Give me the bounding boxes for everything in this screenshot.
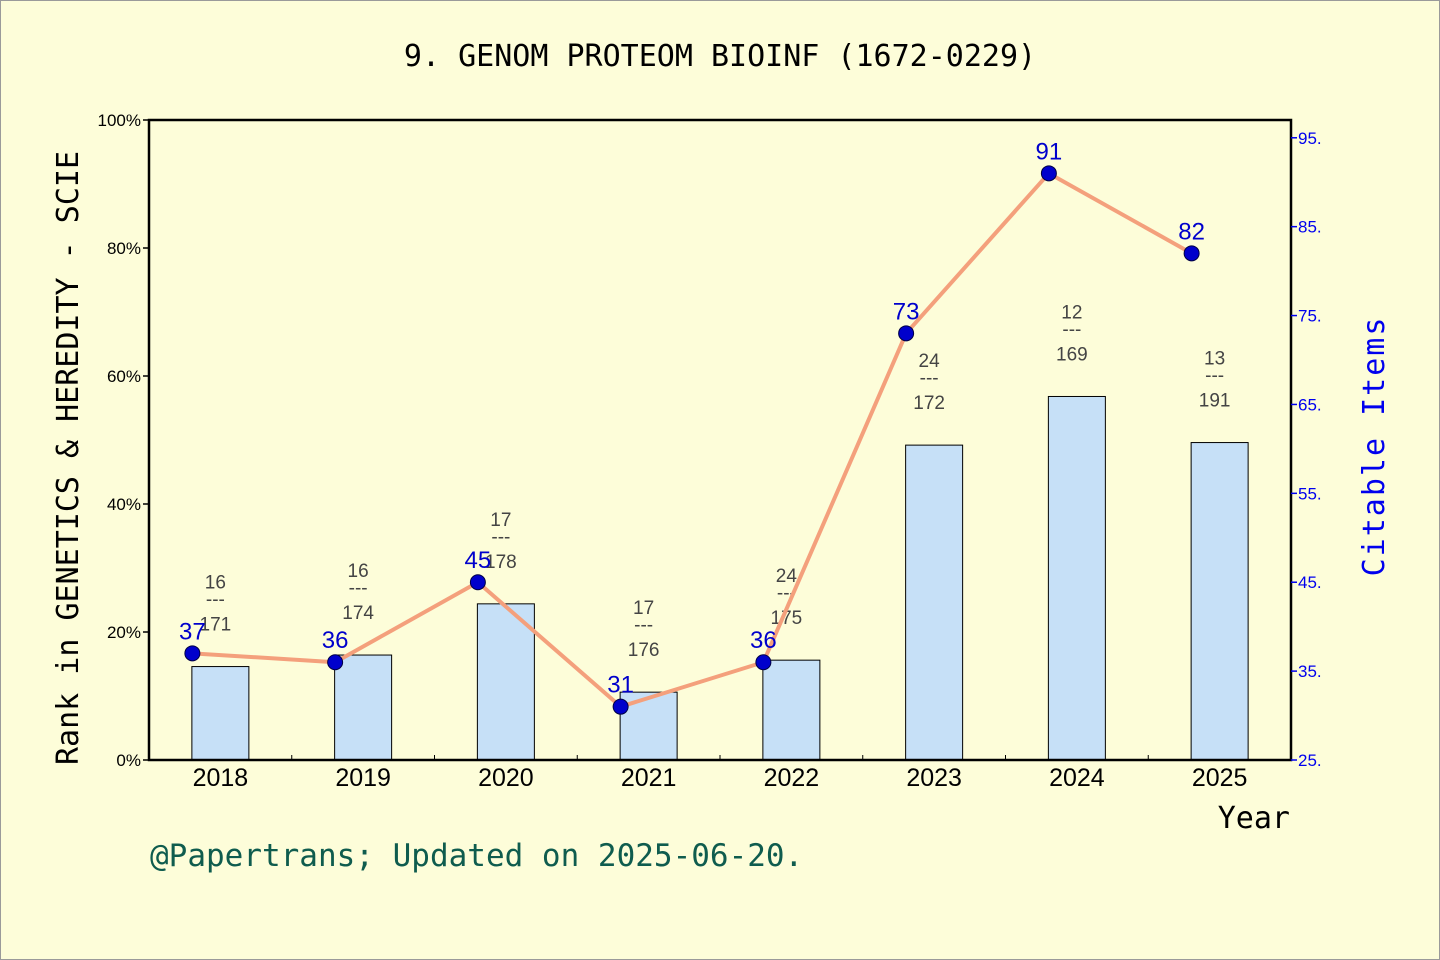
y2-tick-label: 55. bbox=[1298, 484, 1322, 503]
bar-label-separator: --- bbox=[1205, 366, 1224, 387]
line-point bbox=[755, 654, 772, 671]
line-point bbox=[1183, 245, 1200, 262]
bar bbox=[1047, 395, 1106, 761]
y2-tick-label: 85. bbox=[1298, 218, 1322, 237]
x-tick-label: 2019 bbox=[335, 764, 391, 792]
bars-group: 16---17116---17417---17817---17624---175… bbox=[191, 302, 1249, 761]
bar-label-denominator: 191 bbox=[1199, 391, 1231, 412]
y2-axis-label: Citable Items bbox=[1357, 316, 1392, 577]
y2-tick-label: 25. bbox=[1298, 751, 1322, 770]
bar-label-separator: --- bbox=[491, 527, 510, 548]
bar-label-numerator: 17 bbox=[633, 598, 654, 619]
line-point-label: 45 bbox=[465, 547, 492, 574]
x-tick-label: 2025 bbox=[1192, 764, 1248, 792]
y2-tick-label: 75. bbox=[1298, 307, 1322, 326]
bar bbox=[334, 654, 393, 761]
line-point-label: 36 bbox=[750, 627, 777, 654]
x-tick-label: 2024 bbox=[1049, 764, 1105, 792]
line-point-label: 91 bbox=[1036, 138, 1063, 165]
x-tick-label: 2018 bbox=[193, 764, 249, 792]
line-point-label: 73 bbox=[893, 298, 920, 325]
line-point-label: 82 bbox=[1178, 218, 1205, 245]
bar-label-denominator: 171 bbox=[200, 615, 232, 636]
y2-tick-label: 65. bbox=[1298, 395, 1322, 414]
line-point bbox=[469, 574, 486, 591]
y2-axis: 25. 35. 45. 55. 65. 75. 85. 95. bbox=[1291, 129, 1322, 770]
line-point-label: 31 bbox=[607, 672, 634, 699]
y-tick-label: 100% bbox=[98, 111, 141, 130]
y-tick-label: 80% bbox=[107, 239, 141, 258]
x-tick-label: 2022 bbox=[764, 764, 820, 792]
bar bbox=[762, 659, 821, 761]
bar bbox=[1190, 442, 1249, 761]
line-point bbox=[184, 645, 201, 662]
bar-label-denominator: 172 bbox=[913, 393, 945, 414]
bar-label-separator: --- bbox=[920, 368, 939, 389]
line-point-label: 37 bbox=[179, 618, 206, 645]
x-axis-label: Year bbox=[1218, 801, 1290, 836]
bar-label-separator: --- bbox=[206, 590, 225, 611]
bar-label-numerator: 12 bbox=[1061, 302, 1082, 323]
bar-label-separator: --- bbox=[1062, 319, 1081, 340]
y-tick-label: 20% bbox=[107, 623, 141, 642]
x-tick-label: 2020 bbox=[478, 764, 534, 792]
bar-label-denominator: 178 bbox=[485, 552, 517, 573]
bar-label-separator: --- bbox=[349, 578, 368, 599]
line-point bbox=[327, 654, 344, 671]
bar-label-numerator: 16 bbox=[348, 561, 369, 582]
plot-area-border bbox=[147, 118, 1293, 762]
line-point bbox=[1040, 165, 1057, 182]
line-point bbox=[612, 698, 629, 715]
bar-label-denominator: 174 bbox=[342, 603, 374, 624]
bar bbox=[905, 444, 964, 761]
bar bbox=[191, 666, 250, 761]
chart-title: 9. GENOM PROTEOM BIOINF (1672-0229) bbox=[404, 39, 1036, 74]
bar-label-numerator: 17 bbox=[490, 510, 511, 531]
bar-label-denominator: 176 bbox=[628, 640, 660, 661]
bar-label-separator: --- bbox=[634, 615, 653, 636]
y-tick-label: 60% bbox=[107, 367, 141, 386]
line-point-label: 36 bbox=[322, 627, 349, 654]
bar bbox=[476, 603, 535, 761]
line-group: 37 36 45 31 36 73 91 82 bbox=[179, 138, 1205, 715]
bar-label-denominator: 169 bbox=[1056, 344, 1088, 365]
bar-label-numerator: 16 bbox=[205, 573, 226, 594]
y-axis: 0% 20% 40% 60% 80% 100% bbox=[98, 111, 149, 770]
footer-credit: @Papertrans; Updated on 2025-06-20. bbox=[150, 838, 803, 874]
bar-label-numerator: 13 bbox=[1204, 349, 1225, 370]
x-tick-label: 2023 bbox=[906, 764, 962, 792]
x-tick-label: 2021 bbox=[621, 764, 677, 792]
bar-label-numerator: 24 bbox=[919, 351, 941, 372]
y2-tick-label: 95. bbox=[1298, 129, 1322, 148]
y-tick-label: 40% bbox=[107, 495, 141, 514]
line-point bbox=[898, 325, 915, 342]
y-tick-label: 0% bbox=[116, 751, 141, 770]
y2-tick-label: 45. bbox=[1298, 573, 1322, 592]
x-axis: 2018 2019 2020 2021 2022 2023 2024 2025 bbox=[193, 755, 1248, 792]
y-axis-label: Rank in GENETICS & HEREDITY - SCIE bbox=[51, 151, 86, 765]
series-line-citable-items bbox=[192, 171, 1193, 709]
bar-label-numerator: 24 bbox=[776, 566, 798, 587]
y2-tick-label: 35. bbox=[1298, 662, 1322, 681]
